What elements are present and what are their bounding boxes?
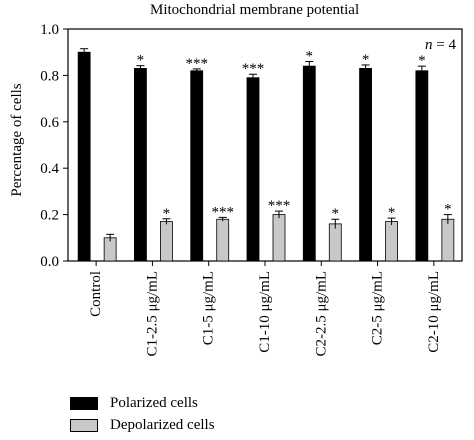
- significance-marker: *: [332, 206, 340, 222]
- y-tick-label: 1.0: [40, 22, 59, 38]
- legend-label-depolarized: Depolarized cells: [110, 416, 215, 433]
- significance-marker: *: [418, 53, 426, 69]
- significance-marker: ***: [268, 198, 291, 214]
- plot-frame: [67, 28, 463, 262]
- y-tick-label: 0.0: [40, 254, 59, 270]
- bar-depolarized: [385, 221, 398, 262]
- legend-swatch-polarized: [70, 396, 98, 410]
- bar-depolarized: [216, 218, 230, 262]
- legend-item-depolarized: Depolarized cells: [70, 414, 215, 436]
- y-tick-label: 0.6: [40, 115, 59, 131]
- bar-depolarized: [328, 223, 342, 262]
- legend-swatch-depolarized: [70, 418, 98, 432]
- bar-depolarized: [441, 218, 455, 262]
- significance-marker: ***: [211, 204, 234, 220]
- bar-polarized: [415, 70, 429, 262]
- significance-marker: ***: [242, 61, 265, 77]
- significance-marker: *: [306, 48, 314, 64]
- sample-size-annotation: n = 4: [425, 37, 456, 53]
- x-tick-label: C2-2.5 μg/mL: [313, 271, 329, 357]
- y-tick-label: 0.2: [40, 208, 59, 224]
- x-tick-label: C2-5 μg/mL: [370, 271, 386, 345]
- x-tick-label: C1-10 μg/mL: [257, 271, 273, 353]
- bar-depolarized: [160, 221, 173, 262]
- significance-marker: *: [444, 202, 452, 218]
- y-tick-label: 0.4: [40, 161, 59, 177]
- legend-item-polarized: Polarized cells: [70, 392, 215, 414]
- bar-polarized: [246, 77, 260, 262]
- x-tick-label: C2-10 μg/mL: [426, 271, 442, 353]
- bar-polarized: [134, 68, 147, 262]
- x-tick-label: C1-2.5 μg/mL: [144, 271, 160, 357]
- significance-marker: *: [163, 206, 171, 222]
- bar-polarized: [359, 68, 372, 262]
- significance-marker: *: [137, 53, 145, 69]
- x-tick-label: Control: [88, 271, 104, 317]
- bar-depolarized: [272, 214, 286, 262]
- significance-marker: *: [388, 205, 396, 221]
- x-tick-label: C1-5 μg/mL: [201, 271, 217, 345]
- y-tick-label: 0.8: [40, 68, 59, 84]
- chart-title: Mitochondrial membrane potential: [150, 2, 360, 18]
- bar-polarized: [302, 65, 316, 262]
- bar-polarized: [190, 70, 204, 262]
- significance-marker: *: [362, 52, 370, 68]
- legend: Polarized cells Depolarized cells: [70, 392, 215, 436]
- significance-marker: ***: [185, 56, 208, 72]
- legend-label-polarized: Polarized cells: [110, 394, 198, 411]
- bar-polarized: [77, 51, 91, 262]
